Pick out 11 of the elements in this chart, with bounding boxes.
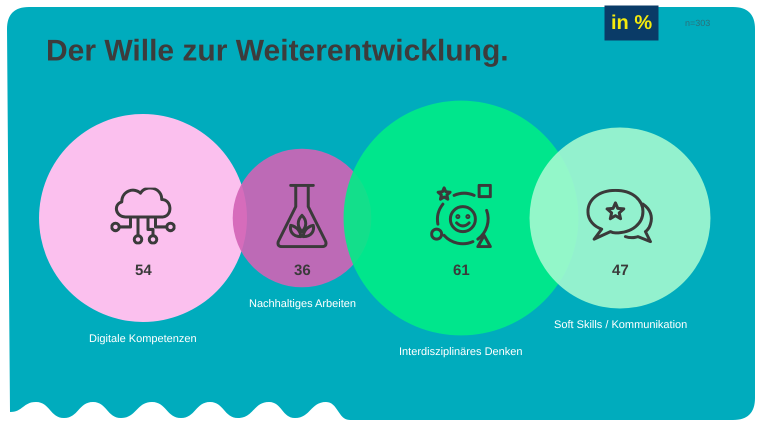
text: Der Wille zur Weiterentwicklung. (46, 34, 509, 68)
category-label: Digitale Kompetenzen (89, 333, 197, 345)
text: n=303 (685, 18, 710, 28)
data-label: 47 (612, 262, 629, 279)
category-label: Nachhaltiges Arbeiten (249, 298, 356, 310)
data-label: 36 (294, 262, 311, 279)
category-label: Soft Skills / Kommunikation (554, 319, 688, 331)
text: in % (611, 12, 652, 34)
data-label: 61 (453, 262, 470, 279)
category-label: Interdisziplinäres Denken (399, 346, 523, 358)
data-label: 54 (135, 262, 152, 279)
